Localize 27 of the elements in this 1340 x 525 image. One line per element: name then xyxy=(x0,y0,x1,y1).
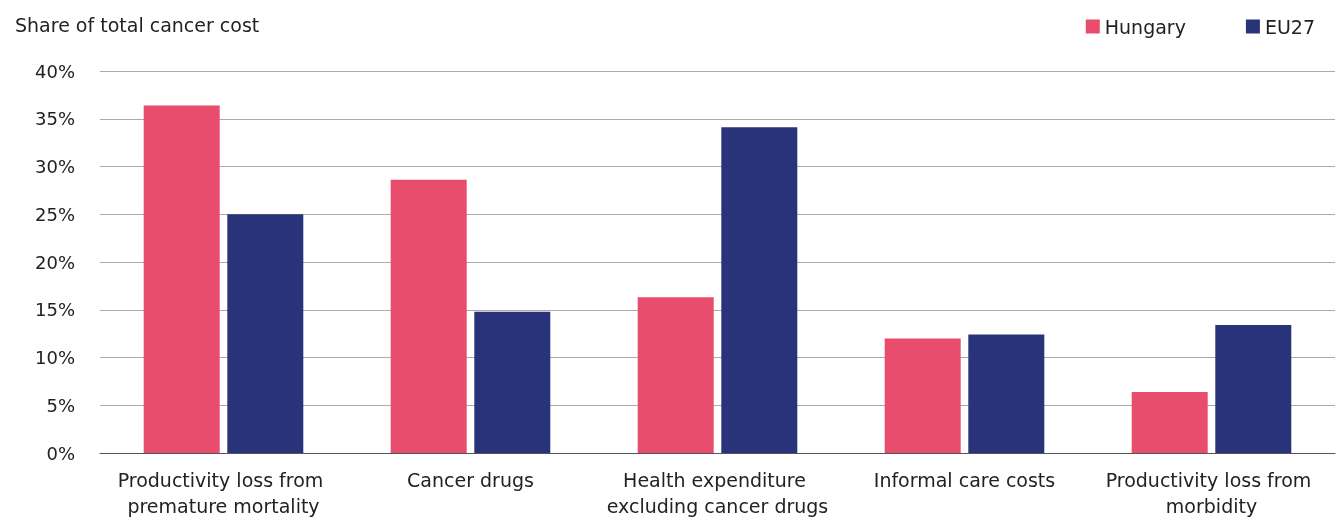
x-tick-label: Informal care costs xyxy=(873,469,1056,491)
y-tick-label: 10% xyxy=(34,347,75,368)
y-tick-label: 5% xyxy=(46,394,75,416)
bar xyxy=(637,297,714,453)
bar xyxy=(390,179,467,453)
y-tick-label: 40% xyxy=(34,60,75,82)
x-tick-label: Productivity loss from morbidity xyxy=(1105,469,1318,517)
x-tick-label: Health expenditure excluding cancer drugs xyxy=(606,469,829,517)
bar xyxy=(721,127,798,453)
legend-label: Hungary xyxy=(1104,15,1186,38)
bar xyxy=(227,214,304,453)
y-tick-label: 30% xyxy=(34,156,75,177)
bar xyxy=(1131,391,1208,453)
legend-label: EU27 xyxy=(1264,15,1316,38)
y-axis-title: Share of total cancer cost xyxy=(15,13,260,36)
y-tick-label: 0% xyxy=(46,442,75,464)
bar xyxy=(884,338,961,453)
y-tick-label: 25% xyxy=(34,203,75,225)
x-tick-label: Cancer drugs xyxy=(407,469,534,491)
y-tick-label: 15% xyxy=(34,299,75,321)
bar xyxy=(474,311,551,453)
bar xyxy=(1215,325,1292,453)
x-tick-label: Productivity loss from premature mortality xyxy=(117,469,330,517)
bar xyxy=(968,334,1045,453)
y-tick-label: 20% xyxy=(34,251,75,273)
y-tick-label: 35% xyxy=(34,108,75,130)
bar xyxy=(143,105,220,453)
